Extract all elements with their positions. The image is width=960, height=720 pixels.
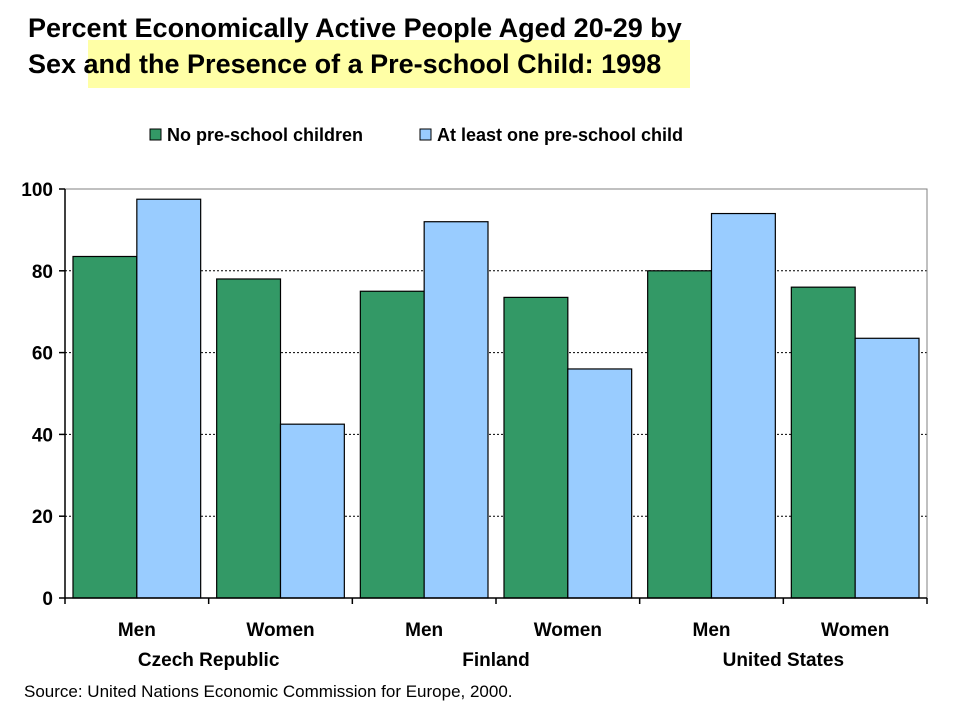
- legend-swatch: [419, 128, 432, 141]
- group-labels: Czech Republic Finland United States: [138, 650, 844, 671]
- bar-with-preschool: [423, 221, 489, 599]
- bar-no-preschool: [503, 296, 569, 599]
- group-label: Czech Republic: [138, 650, 280, 671]
- legend-label: No pre-school children: [167, 125, 363, 145]
- bar-no-preschool: [72, 255, 138, 599]
- x-tick-label: Men: [118, 620, 156, 641]
- legend: No pre-school children At least one pre-s…: [149, 125, 683, 145]
- y-axis-ticks: 0 20 40 60 80 100: [21, 180, 928, 610]
- y-tick-label: 60: [32, 344, 53, 365]
- group-label: Finland: [462, 650, 530, 671]
- bars: [72, 198, 920, 599]
- chart-title-line-1: Percent Economically Active People Aged …: [28, 13, 682, 43]
- bar-with-preschool: [854, 337, 920, 599]
- title-highlight: [88, 40, 690, 88]
- x-axis-labels: Men Women Men Women Men Women: [118, 620, 889, 641]
- legend-label: At least one pre-school child: [437, 125, 683, 145]
- bar-no-preschool: [359, 290, 425, 599]
- chart-title: Percent Economically Active People Aged …: [28, 10, 682, 82]
- bar-with-preschool: [567, 368, 633, 599]
- y-tick-label: 0: [42, 589, 53, 610]
- x-tick-label: Men: [405, 620, 443, 641]
- bar-with-preschool: [279, 423, 345, 599]
- chart-title-line-2: Sex and the Presence of a Pre-school Chi…: [28, 49, 662, 79]
- bar-no-preschool: [216, 278, 282, 599]
- bar-no-preschool: [647, 270, 713, 599]
- y-tick-label: 20: [32, 507, 53, 528]
- bar-with-preschool: [710, 212, 776, 599]
- y-tick-label: 100: [21, 180, 53, 201]
- y-tick-label: 40: [32, 425, 53, 446]
- legend-swatch: [149, 128, 162, 141]
- bar-with-preschool: [136, 198, 202, 599]
- x-tick-label: Men: [693, 620, 731, 641]
- bar-no-preschool: [790, 286, 856, 599]
- group-label: United States: [723, 650, 844, 671]
- x-tick-label: Women: [534, 620, 602, 641]
- source-note: Source: United Nations Economic Commissi…: [24, 682, 513, 701]
- x-tick-label: Women: [246, 620, 314, 641]
- y-tick-label: 80: [32, 262, 53, 283]
- x-tick-label: Women: [821, 620, 889, 641]
